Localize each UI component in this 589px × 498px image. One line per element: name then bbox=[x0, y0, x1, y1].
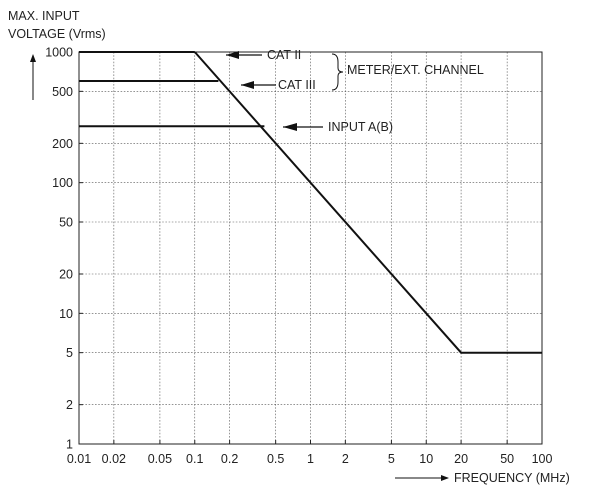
x-tick-label: 10 bbox=[419, 452, 433, 466]
x-tick-label: 50 bbox=[500, 452, 514, 466]
y-tick-label: 20 bbox=[59, 267, 73, 281]
svg-text:INPUT A(B): INPUT A(B) bbox=[328, 120, 393, 134]
x-axis-label: FREQUENCY (MHz) bbox=[454, 471, 570, 485]
series-lines bbox=[79, 51, 542, 354]
x-tick-label: 0.05 bbox=[148, 452, 172, 466]
x-tick-label: 2 bbox=[342, 452, 349, 466]
y-tick-label: 100 bbox=[52, 176, 73, 190]
y-tick-label: 1 bbox=[66, 438, 73, 452]
x-tick-label: 1 bbox=[307, 452, 314, 466]
y-tick-label: 10 bbox=[59, 307, 73, 321]
y-tick-label: 2 bbox=[66, 398, 73, 412]
annotation-input-ab: INPUT A(B) bbox=[283, 120, 393, 134]
y-axis-label-line-1: MAX. INPUT bbox=[8, 9, 80, 23]
y-tick-label: 1000 bbox=[45, 46, 73, 60]
x-tick-label: 0.5 bbox=[267, 452, 284, 466]
x-tick-label: 100 bbox=[532, 452, 553, 466]
svg-text:CAT II: CAT II bbox=[267, 48, 301, 62]
x-tick-label: 0.01 bbox=[67, 452, 91, 466]
x-tick-label: 0.2 bbox=[221, 452, 238, 466]
group-brace: METER/EXT. CHANNEL bbox=[331, 53, 484, 91]
x-tick-label: 0.1 bbox=[186, 452, 203, 466]
x-tick-label: 0.02 bbox=[102, 452, 126, 466]
x-tick-labels: 0.01 0.02 0.05 0.1 0.2 0.5 1 2 5 10 20 50 100 bbox=[67, 452, 553, 466]
grid-lines bbox=[78, 51, 543, 445]
y-axis-label-line-2: VOLTAGE (Vrms) bbox=[8, 27, 106, 41]
x-tick-label: 20 bbox=[454, 452, 468, 466]
y-tick-label: 5 bbox=[66, 346, 73, 360]
y-tick-label: 50 bbox=[59, 216, 73, 230]
svg-text:METER/EXT. CHANNEL: METER/EXT. CHANNEL bbox=[347, 63, 484, 77]
svg-text:CAT III: CAT III bbox=[278, 78, 316, 92]
x-tick-label: 5 bbox=[388, 452, 395, 466]
annotation-cat-ii: CAT II bbox=[226, 48, 301, 62]
series-derating-curve bbox=[194, 51, 542, 354]
y-tick-label: 500 bbox=[52, 85, 73, 99]
plot-frame bbox=[78, 51, 543, 445]
annotation-cat-iii: CAT III bbox=[241, 78, 316, 92]
y-tick-labels: 1 2 5 10 20 50 100 200 500 1000 bbox=[45, 46, 73, 452]
y-tick-label: 200 bbox=[52, 137, 73, 151]
